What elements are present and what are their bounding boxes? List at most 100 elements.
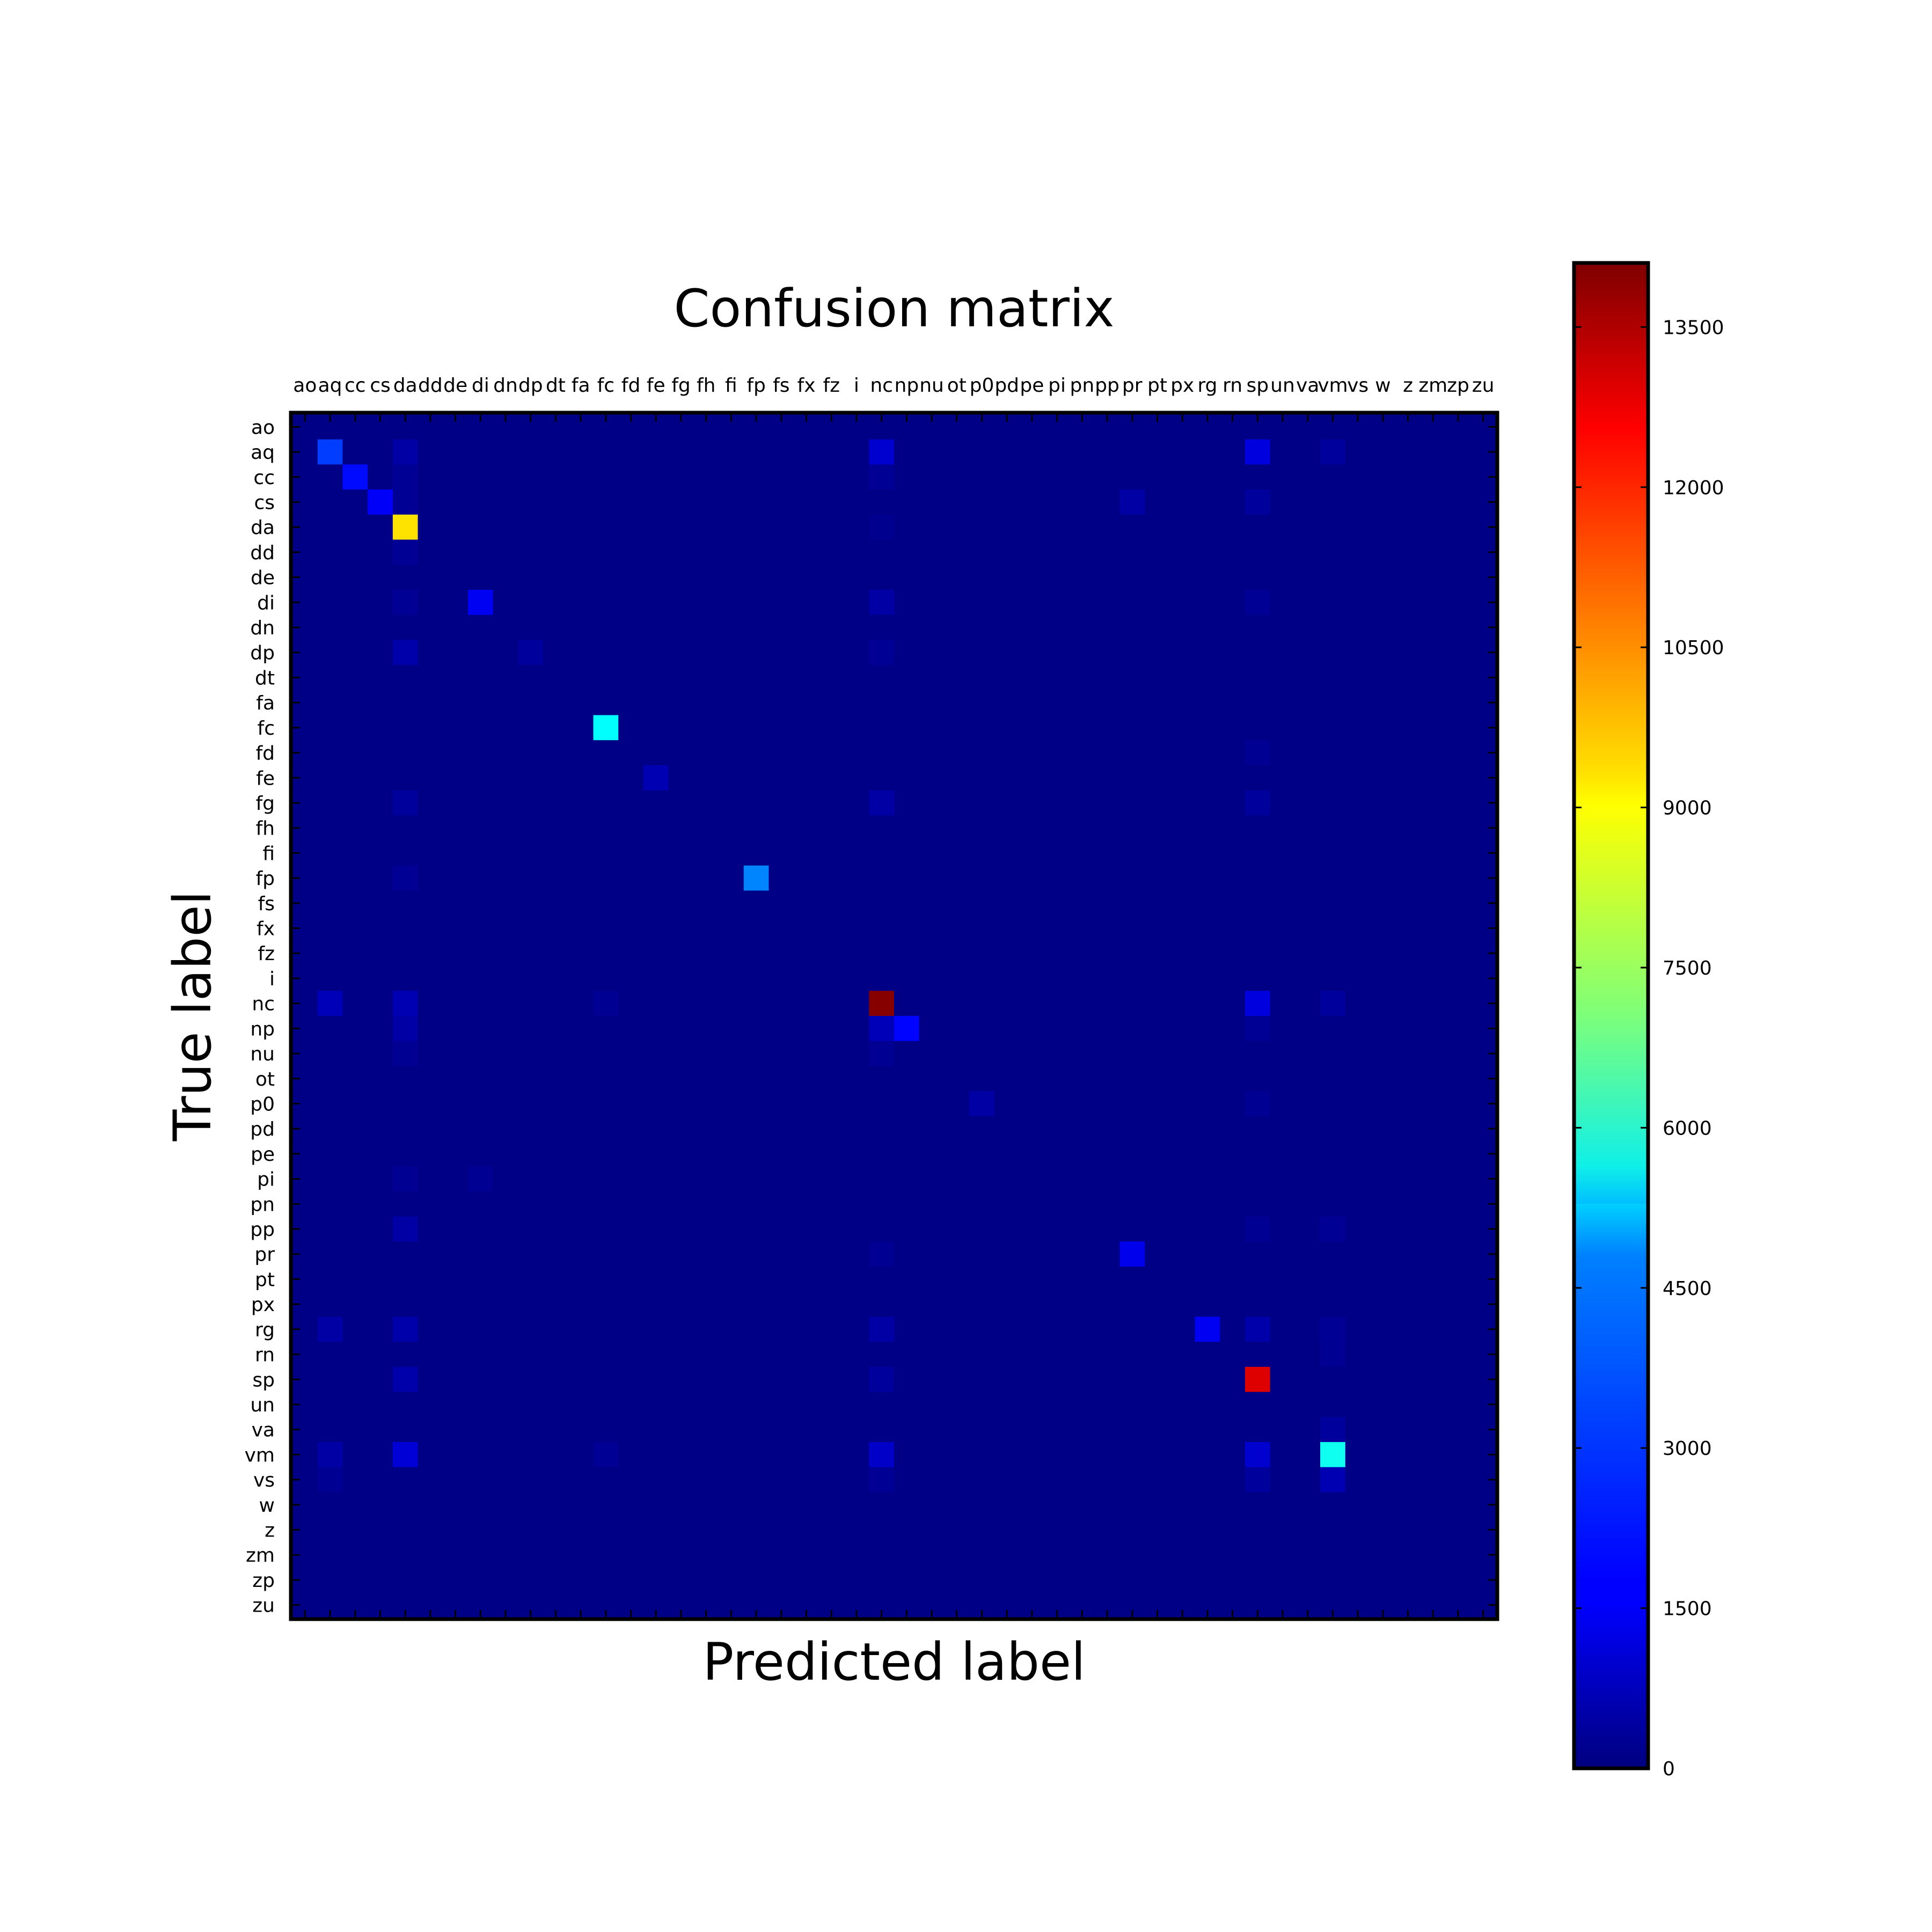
heatmap-cell <box>1044 640 1070 665</box>
heatmap-cell <box>518 514 544 540</box>
heatmap-cell <box>418 1016 443 1042</box>
heatmap-cell <box>443 715 469 741</box>
heatmap-cell <box>844 840 869 866</box>
heatmap-cell <box>944 1542 970 1568</box>
heatmap-cell <box>743 815 770 841</box>
heatmap-cell <box>794 439 819 465</box>
heatmap-cell <box>769 1492 794 1518</box>
heatmap-cell <box>1094 1216 1120 1242</box>
heatmap-cell <box>919 1467 945 1493</box>
heatmap-cell <box>919 1291 945 1318</box>
heatmap-cell <box>568 1542 594 1568</box>
heatmap-cell <box>844 1267 869 1292</box>
heatmap-cell <box>1220 1241 1246 1267</box>
heatmap-cell <box>1220 1342 1246 1367</box>
x-tick-label: i <box>854 375 859 397</box>
heatmap-cell <box>317 665 343 691</box>
heatmap-cell <box>1370 1141 1396 1167</box>
heatmap-cell <box>1245 790 1271 816</box>
heatmap-cell <box>543 815 569 841</box>
heatmap-cell <box>969 1091 995 1117</box>
heatmap-cell <box>1220 1316 1246 1342</box>
heatmap-cell <box>368 790 393 816</box>
heatmap-cell <box>1094 1392 1120 1417</box>
heatmap-cell <box>467 1417 494 1443</box>
heatmap-cell <box>894 765 920 791</box>
x-tick-label: dn <box>493 375 518 397</box>
heatmap-cell <box>743 489 770 515</box>
heatmap-cell <box>869 665 895 691</box>
heatmap-cell <box>493 539 518 565</box>
heatmap-cell <box>1345 1417 1371 1443</box>
heatmap-cell <box>1119 1166 1145 1192</box>
heatmap-cell <box>869 1392 895 1417</box>
heatmap-cell <box>1119 1091 1145 1117</box>
heatmap-cell <box>1169 740 1196 766</box>
heatmap-cell <box>1295 1191 1321 1217</box>
heatmap-cell <box>1395 1316 1421 1342</box>
heatmap-cell <box>919 840 945 866</box>
heatmap-cell <box>568 514 594 540</box>
heatmap-cell <box>944 765 970 791</box>
heatmap-cell <box>919 1091 945 1117</box>
heatmap-cell <box>1044 1241 1070 1267</box>
heatmap-cell <box>543 1316 569 1342</box>
heatmap-cell <box>1295 1442 1321 1468</box>
heatmap-cell <box>1370 1417 1396 1443</box>
heatmap-cell <box>1195 539 1220 565</box>
heatmap-cell <box>668 1016 694 1042</box>
heatmap-cell <box>818 965 845 991</box>
heatmap-cell <box>418 815 443 841</box>
heatmap-cell <box>719 464 744 490</box>
heatmap-cell <box>418 1417 443 1443</box>
heatmap-cell <box>543 1517 569 1543</box>
heatmap-cell <box>443 740 469 766</box>
heatmap-cell <box>493 1366 518 1393</box>
heatmap-cell <box>769 1066 794 1092</box>
heatmap-cell <box>1370 865 1396 891</box>
heatmap-cell <box>1345 1517 1371 1543</box>
heatmap-cell <box>317 1492 343 1518</box>
heatmap-cell <box>1145 965 1170 991</box>
heatmap-cell <box>518 1041 544 1067</box>
heatmap-cell <box>1044 1316 1070 1342</box>
x-tick-label: cc <box>345 375 366 397</box>
heatmap-cell <box>342 1467 368 1493</box>
heatmap-cell <box>643 1267 669 1292</box>
y-tick-label: pp <box>250 1219 275 1241</box>
heatmap-cell <box>568 1116 594 1142</box>
heatmap-cell <box>443 765 469 791</box>
heatmap-cell <box>392 1316 419 1342</box>
y-tick-label: vm <box>245 1444 275 1466</box>
heatmap-cell <box>368 514 393 540</box>
heatmap-cell <box>894 1216 920 1242</box>
heatmap-cell <box>844 1567 869 1593</box>
heatmap-cell <box>969 1041 995 1067</box>
heatmap-cell <box>794 1191 819 1217</box>
heatmap-cell <box>818 865 845 891</box>
heatmap-cell <box>1145 1316 1170 1342</box>
heatmap-cell <box>1119 1567 1145 1593</box>
heatmap-cell <box>543 665 569 691</box>
heatmap-cell <box>643 965 669 991</box>
heatmap-cell <box>969 1517 995 1543</box>
heatmap-cell <box>844 1492 869 1518</box>
heatmap-cell <box>994 514 1020 540</box>
heatmap-cell <box>969 1342 995 1367</box>
heatmap-cell <box>1270 1442 1296 1468</box>
colorbar-tick-label: 12000 <box>1663 477 1724 499</box>
heatmap-cell <box>894 1517 920 1543</box>
heatmap-cell <box>1295 690 1321 716</box>
heatmap-cell <box>1345 1216 1371 1242</box>
heatmap-cell <box>368 1316 393 1342</box>
heatmap-cell <box>1445 890 1471 916</box>
heatmap-cell <box>844 1166 869 1192</box>
heatmap-cell <box>368 1066 393 1092</box>
heatmap-cell <box>919 1517 945 1543</box>
heatmap-cell <box>1019 1392 1045 1417</box>
heatmap-cell <box>1094 614 1120 640</box>
y-tick-label: z <box>265 1520 275 1542</box>
heatmap-cell <box>1270 1166 1296 1192</box>
heatmap-cell <box>969 690 995 716</box>
heatmap-cell <box>743 790 770 816</box>
